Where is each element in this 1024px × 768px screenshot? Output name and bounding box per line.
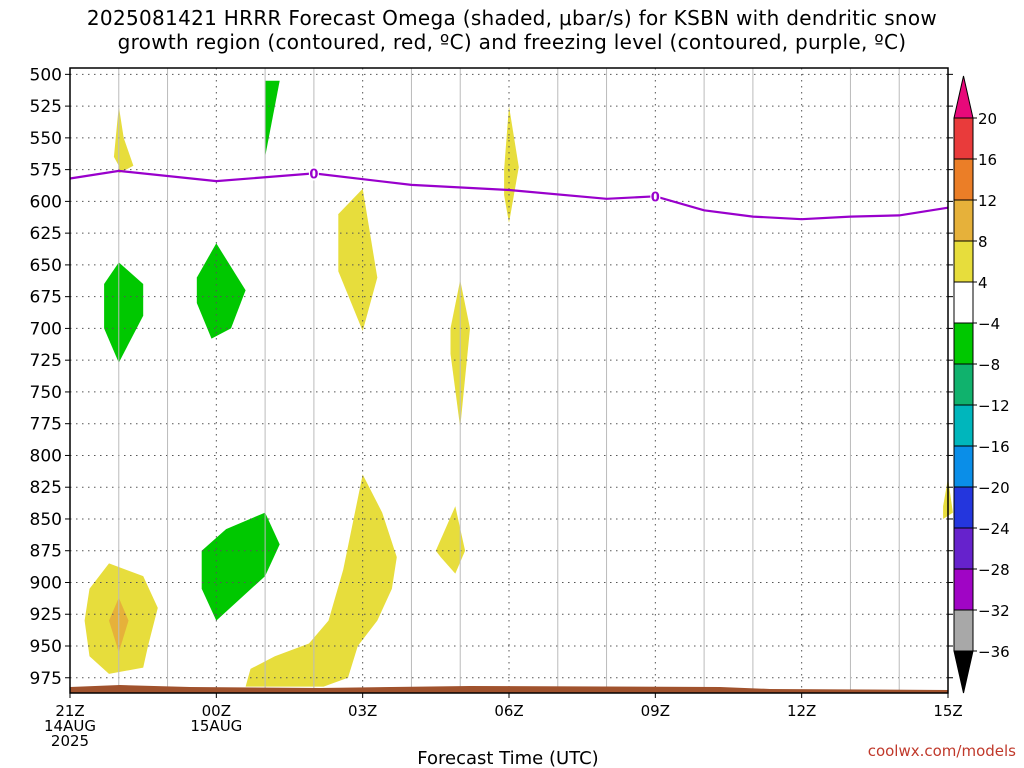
y-tick-label: 725 [30,351,62,371]
omega-region-10 [104,262,144,363]
colorbar-swatch-2 [953,158,974,201]
y-tick-label: 575 [30,161,62,181]
y-tick-label: 775 [30,415,62,435]
x-tick-label: 14AUG [44,717,96,735]
colorbar-label: −12 [978,397,1010,415]
y-tick-label: 600 [30,192,62,212]
x-axis-label: Forecast Time (UTC) [417,748,598,768]
freezing-level-layer: 00 [69,166,949,221]
colorbar-label: 12 [978,192,997,210]
y-tick-label: 800 [30,446,62,466]
omega-region-11 [196,243,246,339]
colorbar-swatch-6 [953,322,974,365]
x-tick-label: 21Z [55,702,84,720]
y-tick-label: 975 [30,669,62,689]
colorbar: 20 16 12 8 4 −4 −8 −12 −16 −20 −24 −28 −32 −36 [953,75,1010,694]
colorbar-label: −4 [978,315,1000,333]
terrain-strip-layer [70,685,948,693]
colorbar-swatch-3 [953,199,974,242]
omega-region-12 [201,512,280,621]
x-tick-label: 15Z [933,702,962,720]
colorbar-label: 20 [978,110,997,128]
x-tick-label: 06Z [494,702,523,720]
colorbar-label: −28 [978,561,1010,579]
x-tick-label: 2025 [51,732,89,750]
colorbar-label: −36 [978,643,1010,661]
colorbar-swatch-1 [953,117,974,160]
terrain-strip [70,685,948,693]
y-tick-label: 950 [30,637,62,657]
colorbar-label: −8 [978,356,1000,374]
chart-title-line-2: growth region (contoured, red, ºC) and f… [117,30,907,54]
colorbar-label: 8 [978,233,988,251]
colorbar-swatch-9 [953,445,974,488]
tick-label-layer: 500 525 550 575 600 625 650 675 700 725 750 775 800 8… [30,65,963,750]
freezing-level-line [69,169,949,221]
colorbar-label: −16 [978,438,1010,456]
credit-text: coolwx.com/models [867,742,1016,760]
y-tick-label: 650 [30,256,62,276]
colorbar-label: −24 [978,520,1010,538]
omega-shading-layer [84,80,953,687]
colorbar-swatch-7 [953,363,974,406]
y-tick-label: 850 [30,510,62,530]
y-tick-label: 525 [30,97,62,117]
y-tick-label: 825 [30,478,62,498]
y-tick-label: 750 [30,383,62,403]
y-tick-label: 925 [30,605,62,625]
omega-region-2 [338,188,378,331]
colorbar-swatch-13 [953,609,974,652]
colorbar-swatch-4 [953,240,974,283]
chart-title-line-1: 2025081421 HRRR Forecast Omega (shaded, … [86,6,938,30]
freezing-level-label-bg [650,189,661,204]
x-tick-label: 09Z [641,702,670,720]
freezing-level-label: 0 [309,167,318,182]
omega-region-4 [245,474,397,687]
y-tick-label: 625 [30,224,62,244]
colorbar-swatch-5 [953,281,974,324]
colorbar-top-arrow [953,75,974,119]
x-tick-label: 15AUG [190,717,242,735]
y-tick-label: 500 [30,65,62,85]
x-tick-label: 03Z [348,702,377,720]
omega-region-1 [504,106,519,223]
colorbar-label: −32 [978,602,1010,620]
y-tick-label: 900 [30,573,62,593]
freezing-level-label: 0 [651,190,660,205]
colorbar-label: −20 [978,479,1010,497]
chart-title: 2025081421 HRRR Forecast Omega (shaded, … [0,6,1024,54]
x-tick-label: 00Z [202,702,231,720]
colorbar-label: 4 [978,274,988,292]
y-tick-label: 550 [30,129,62,149]
colorbar-swatch-11 [953,527,974,570]
colorbar-swatch-12 [953,568,974,611]
omega-region-0 [113,106,134,174]
omega-region-9 [265,80,280,157]
colorbar-bottom-arrow [953,650,974,694]
y-tick-label: 675 [30,288,62,308]
y-tick-label: 875 [30,542,62,562]
omega-region-5 [435,506,466,574]
colorbar-swatch-10 [953,486,974,529]
x-tick-label: 12Z [787,702,816,720]
freezing-level-label-bg [308,166,319,181]
y-tick-label: 700 [30,319,62,339]
colorbar-swatch-8 [953,404,974,447]
colorbar-label: 16 [978,151,997,169]
